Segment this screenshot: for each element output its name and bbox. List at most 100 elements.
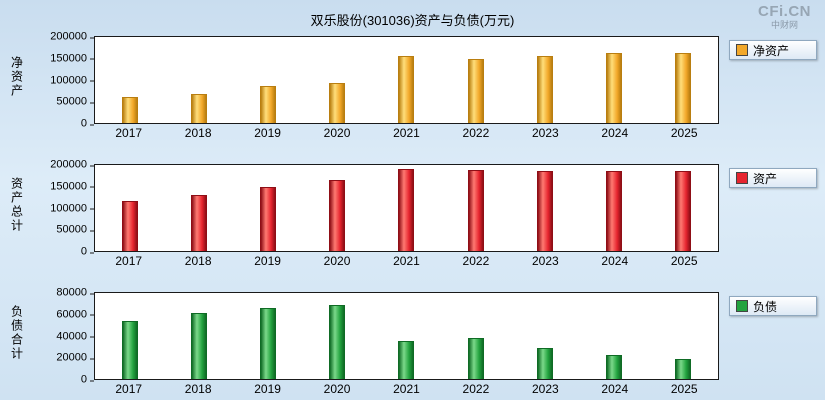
y-tick-label: 0 [80, 373, 95, 386]
bar-net-assets-2024 [606, 53, 623, 123]
x-tick-label: 2023 [531, 126, 559, 140]
bar-total-assets-2024 [606, 171, 623, 251]
legend-swatch [736, 300, 748, 312]
x-tick-label: 2020 [323, 254, 351, 268]
bar-total-liabilities-2023 [536, 347, 553, 379]
y-tick-label: 150000 [50, 180, 94, 193]
x-tick-label: 2021 [393, 126, 420, 140]
bar-slot [580, 165, 649, 251]
x-tick-label: 2024 [601, 382, 629, 396]
bar-total-liabilities-2025 [675, 358, 692, 379]
x-tick-label: 2024 [601, 126, 629, 140]
bar-net-assets-2023 [536, 56, 553, 123]
x-tick-label: 2025 [670, 126, 698, 140]
bar-slot [95, 37, 164, 123]
bar-slot [303, 165, 372, 251]
y-tick-label: 40000 [56, 330, 94, 342]
bars [95, 165, 718, 251]
bar-slot [164, 37, 233, 123]
x-tick-label: 2021 [393, 382, 420, 396]
legend-total-assets: 资产 [729, 168, 817, 188]
y-tick-label: 60000 [56, 308, 94, 321]
bar-total-assets-2018 [190, 195, 207, 251]
x-tick-label: 2020 [323, 382, 351, 396]
x-tick-label: 2021 [393, 254, 420, 268]
bar-total-liabilities-2021 [398, 341, 415, 379]
bar-slot [510, 165, 579, 251]
bar-total-assets-2023 [536, 171, 553, 251]
bar-total-assets-2017 [121, 201, 138, 251]
bar-total-liabilities-2024 [606, 355, 623, 379]
x-tick-label: 2020 [323, 126, 351, 140]
x-tick-label: 2018 [184, 382, 212, 396]
bar-total-assets-2022 [467, 170, 484, 251]
y-axis-title-net-assets: 净资产 [9, 56, 24, 98]
x-tick-label: 2019 [254, 254, 281, 268]
chart-title: 双乐股份(301036)资产与负债(万元) [310, 13, 515, 28]
x-tick-label: 2018 [184, 254, 212, 268]
cfi-logo-text: CFi.CN [758, 3, 811, 20]
legend-label: 负债 [753, 299, 778, 314]
bar-total-assets-2019 [260, 186, 277, 251]
x-tick-label: 2022 [462, 126, 490, 140]
bar-net-assets-2022 [467, 58, 484, 123]
bar-total-liabilities-2020 [329, 304, 346, 379]
bar-total-liabilities-2017 [121, 320, 138, 379]
y-axis-ticks: 0 20000 40000 60000 80000 [31, 287, 95, 385]
x-tick-label: 2025 [670, 254, 698, 268]
y-tick-label: 200000 [50, 30, 94, 43]
bar-net-assets-2017 [121, 96, 138, 123]
x-tick-label: 2019 [254, 126, 281, 140]
x-tick-label: 2018 [184, 126, 212, 140]
bars [95, 293, 718, 379]
bar-slot [510, 37, 579, 123]
y-tick-label: 50000 [56, 223, 94, 236]
legend-swatch [736, 44, 748, 56]
bar-total-liabilities-2022 [467, 338, 484, 379]
chart-total-liabilities: 负债合计 0 20000 40000 60000 80000 2017 2018 2019 2… [4, 286, 817, 398]
x-labels: 2017 2018 2019 2020 2021 2022 2023 2024 2025 [94, 380, 719, 398]
bar-slot [164, 165, 233, 251]
bar-slot [649, 165, 718, 251]
bar-slot [95, 293, 164, 379]
chart-net-assets: 净资产 0 50000 100000 150000 200000 2017 2018 201… [4, 30, 817, 142]
legend-net-assets: 净资产 [729, 40, 817, 60]
bar-total-assets-2021 [398, 169, 415, 251]
cfi-logo-subtext: 中财网 [770, 19, 798, 30]
bar-net-assets-2018 [190, 93, 207, 123]
bar-slot [303, 37, 372, 123]
y-tick-label: 200000 [50, 158, 94, 171]
plot-area-total-assets: 0 50000 100000 150000 200000 [50, 159, 719, 257]
bar-slot [441, 293, 510, 379]
bar-slot [372, 293, 441, 379]
bar-total-assets-2020 [329, 179, 346, 251]
bar-total-liabilities-2019 [260, 308, 277, 379]
bar-slot [649, 37, 718, 123]
legend-label: 净资产 [753, 43, 790, 58]
y-axis-title-total-liabilities: 负债合计 [9, 305, 24, 361]
x-labels: 2017 2018 2019 2020 2021 2022 2023 2024 2025 [94, 252, 719, 270]
bar-slot [233, 165, 302, 251]
x-tick-label: 2025 [670, 382, 698, 396]
x-tick-label: 2017 [115, 382, 143, 396]
plot-area-total-liabilities: 0 20000 40000 60000 80000 [56, 287, 719, 385]
x-tick-label: 2017 [115, 126, 143, 140]
y-axis-ticks: 0 50000 100000 150000 200000 [31, 31, 95, 129]
y-tick-label: 80000 [56, 286, 94, 299]
legend-label: 资产 [753, 171, 778, 186]
bar-net-assets-2021 [398, 56, 415, 123]
x-tick-label: 2024 [601, 254, 629, 268]
x-tick-label: 2019 [254, 382, 281, 396]
plot-area-net-assets: 0 50000 100000 150000 200000 [50, 31, 719, 129]
bar-slot [233, 293, 302, 379]
legend-swatch [736, 172, 748, 184]
y-tick-label: 150000 [50, 52, 94, 65]
y-tick-label: 50000 [56, 95, 94, 108]
bar-slot [441, 37, 510, 123]
y-tick-label: 0 [80, 117, 95, 130]
bar-slot [649, 293, 718, 379]
legend-total-liabilities: 负债 [729, 296, 817, 316]
x-tick-label: 2022 [462, 254, 490, 268]
bar-slot [510, 293, 579, 379]
y-axis-ticks: 0 50000 100000 150000 200000 [31, 159, 95, 257]
